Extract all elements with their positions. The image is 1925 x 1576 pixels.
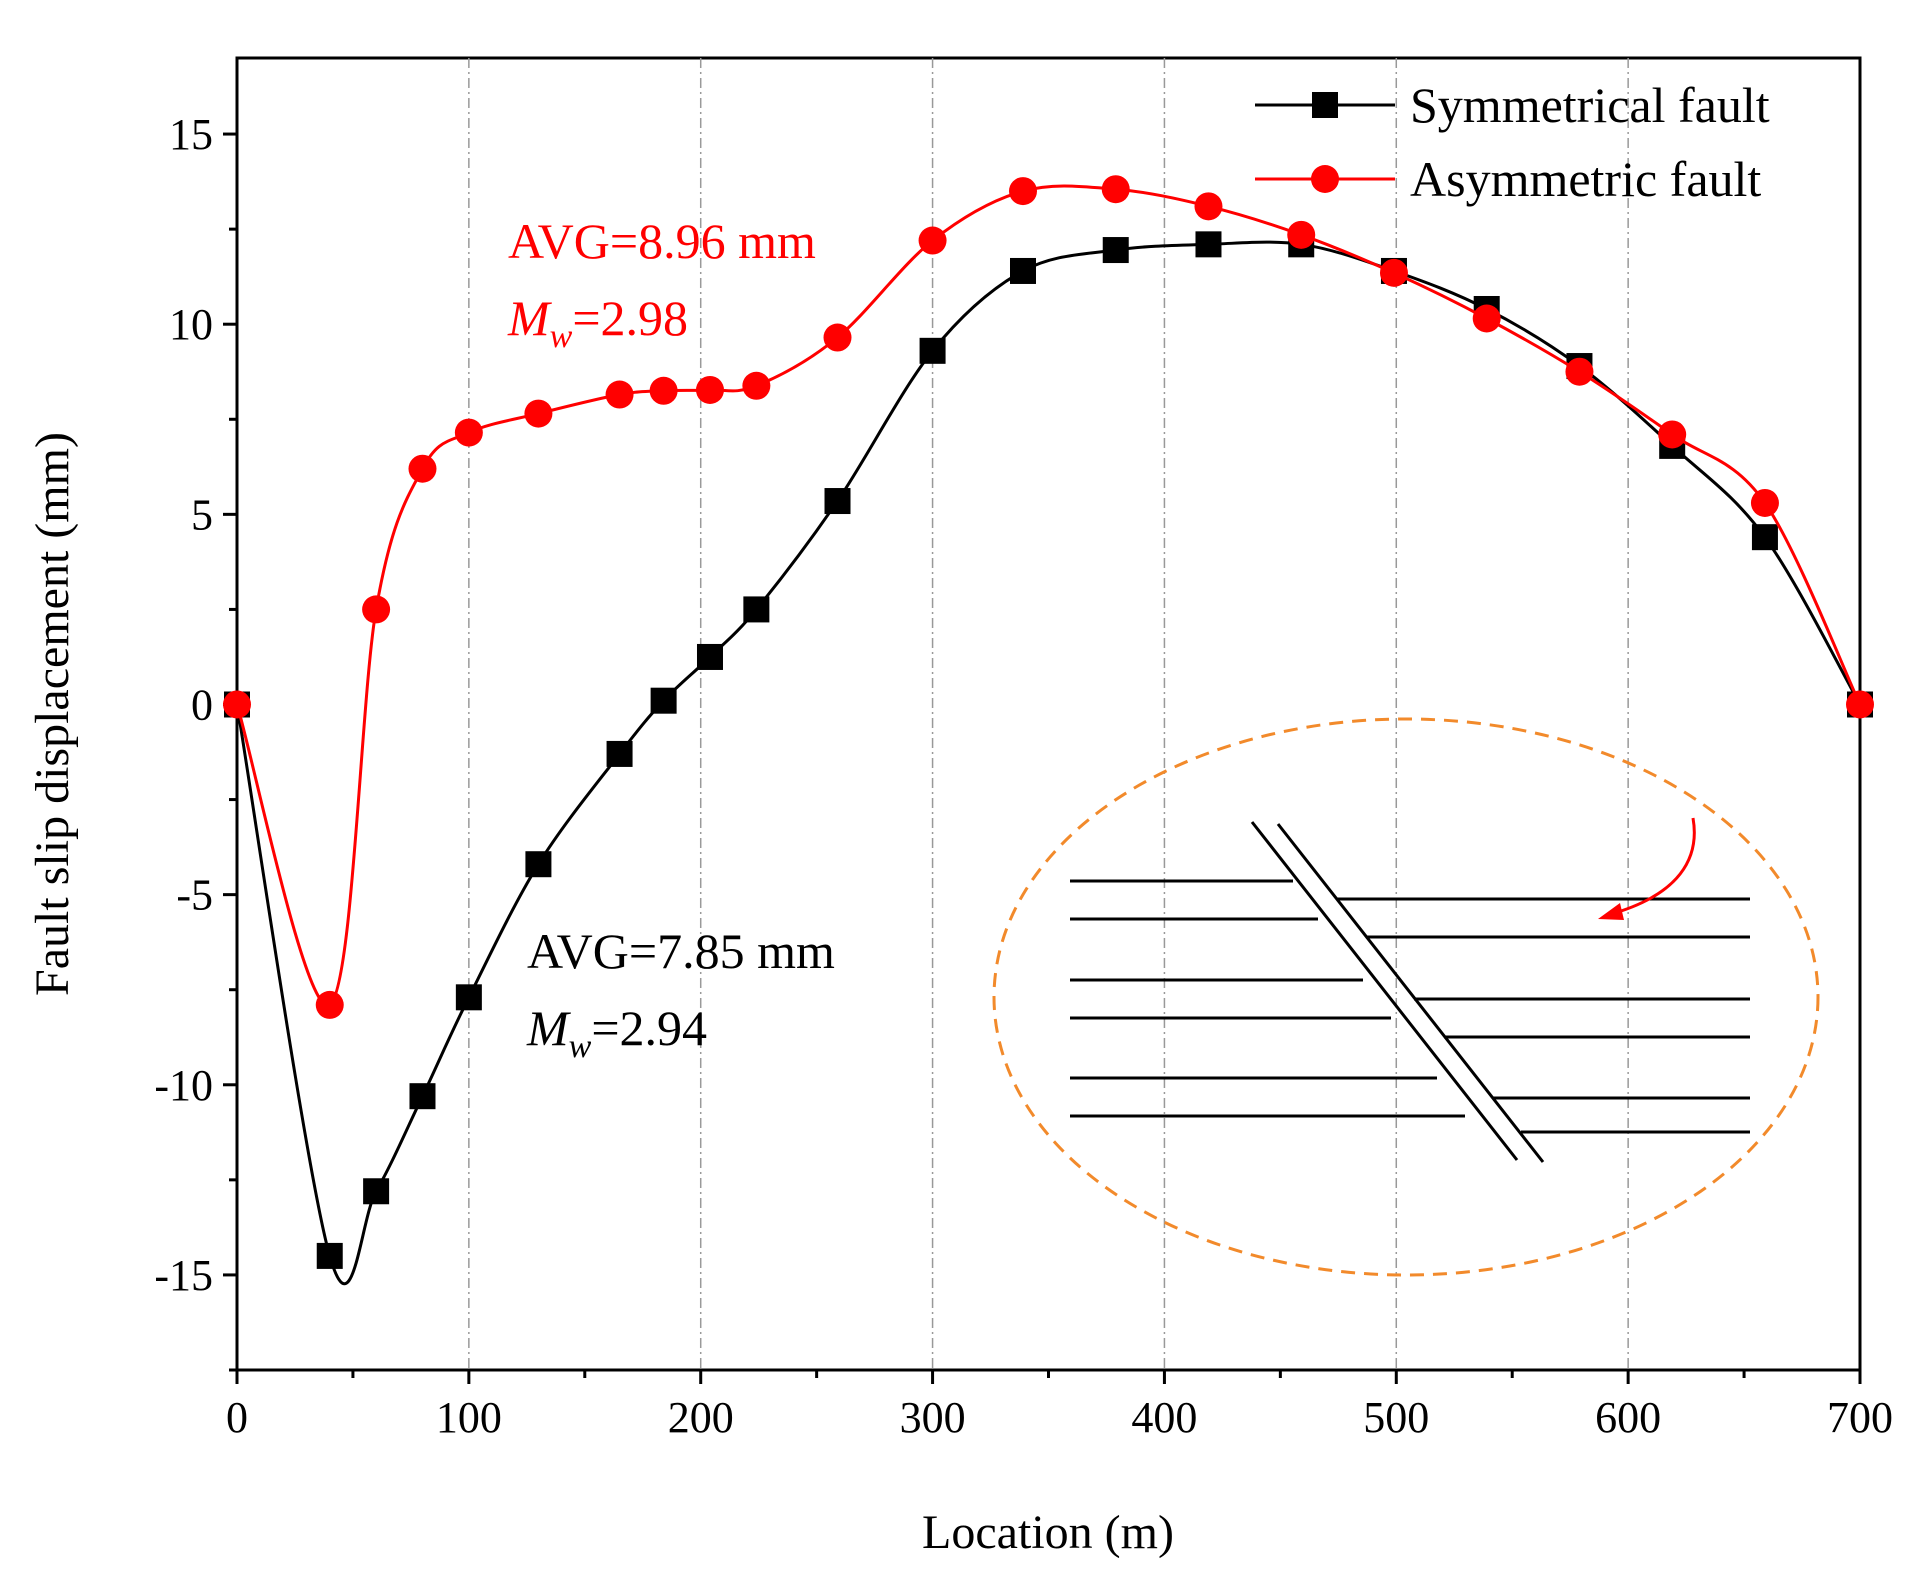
data-point-symmetrical-fault <box>743 596 770 623</box>
plot-frame <box>235 56 1862 1372</box>
series-line-symmetrical-fault <box>235 240 1862 1286</box>
mw-label-asymmetric: Mw=2.98 <box>507 290 688 355</box>
data-point-asymmetric-fault <box>1194 192 1223 221</box>
data-point-asymmetric-fault <box>1287 220 1316 249</box>
x-tick-label: 200 <box>668 1393 734 1442</box>
data-point-symmetrical-fault <box>455 984 482 1011</box>
inset-dashed-ellipse <box>992 717 1820 1277</box>
series-line-asymmetric-fault <box>235 184 1862 1007</box>
legend: Symmetrical fault Asymmetric fault <box>1255 77 1770 207</box>
fault-plane <box>1250 821 1545 1163</box>
legend-label-asymmetric: Asymmetric fault <box>1410 151 1761 207</box>
data-point-symmetrical-fault <box>919 337 946 364</box>
data-point-asymmetric-fault <box>1846 690 1874 719</box>
data-point-symmetrical-fault <box>1102 237 1129 264</box>
data-point-asymmetric-fault <box>823 323 852 352</box>
data-point-asymmetric-fault <box>362 595 391 624</box>
mw-label-symmetrical: Mw=2.94 <box>526 1000 707 1065</box>
data-point-symmetrical-fault <box>1751 524 1778 551</box>
data-point-asymmetric-fault <box>315 990 344 1019</box>
data-point-asymmetric-fault <box>918 226 947 255</box>
data-point-symmetrical-fault <box>316 1242 343 1269</box>
fault-plane-line <box>1250 821 1519 1161</box>
annotation-asymmetric: AVG=8.96 mm Mw=2.98 <box>507 213 816 355</box>
curved-arrow-icon <box>1607 817 1696 917</box>
data-point-asymmetric-fault <box>1008 177 1037 206</box>
data-point-symmetrical-fault <box>606 740 633 767</box>
arrow-head-icon <box>1598 903 1624 920</box>
data-point-symmetrical-fault <box>363 1178 390 1205</box>
legend-marker-asymmetric <box>1311 165 1339 193</box>
x-axis-title: Location (m) <box>922 1506 1174 1559</box>
x-tick-label: 300 <box>900 1393 966 1442</box>
data-point-symmetrical-fault <box>696 643 723 670</box>
x-tick-label: 400 <box>1131 1393 1197 1442</box>
avg-label-asymmetric: AVG=8.96 mm <box>508 213 816 269</box>
data-point-asymmetric-fault <box>1565 357 1594 386</box>
legend-label-symmetrical: Symmetrical fault <box>1410 77 1770 133</box>
y-tick-label: 15 <box>169 110 213 159</box>
y-tick-label: 5 <box>191 490 213 539</box>
y-tick-label: -15 <box>154 1251 213 1300</box>
data-point-asymmetric-fault <box>742 371 771 400</box>
data-point-symmetrical-fault <box>1009 257 1036 284</box>
x-tick-label: 100 <box>436 1393 502 1442</box>
data-point-symmetrical-fault <box>409 1083 436 1110</box>
data-point-asymmetric-fault <box>1472 304 1501 333</box>
y-axis-title: Fault slip displacement (mm) <box>26 432 79 996</box>
data-point-asymmetric-fault <box>695 375 724 404</box>
data-point-asymmetric-fault <box>454 418 483 447</box>
data-point-symmetrical-fault <box>650 687 677 714</box>
y-tick-label: -10 <box>154 1061 213 1110</box>
y-tick-label: -5 <box>176 871 213 920</box>
data-point-asymmetric-fault <box>1658 420 1687 449</box>
data-point-asymmetric-fault <box>408 454 437 483</box>
legend-marker-symmetrical <box>1312 92 1338 118</box>
data-point-symmetrical-fault <box>824 488 851 515</box>
fault-schematic-inset <box>992 717 1820 1277</box>
annotation-symmetrical: AVG=7.85 mm Mw=2.94 <box>526 923 835 1065</box>
data-point-symmetrical-fault <box>1195 231 1222 258</box>
data-point-asymmetric-fault <box>223 690 251 719</box>
x-tick-label: 0 <box>226 1393 248 1442</box>
data-point-asymmetric-fault <box>1379 258 1408 287</box>
data-point-symmetrical-fault <box>525 851 552 878</box>
x-tick-label: 600 <box>1595 1393 1661 1442</box>
avg-label-symmetrical: AVG=7.85 mm <box>527 923 835 979</box>
x-tick-label: 500 <box>1363 1393 1429 1442</box>
data-point-asymmetric-fault <box>1101 175 1130 204</box>
data-point-asymmetric-fault <box>1750 488 1779 517</box>
data-point-asymmetric-fault <box>649 376 678 405</box>
data-point-asymmetric-fault <box>524 399 553 428</box>
y-tick-label: 10 <box>169 300 213 349</box>
data-point-asymmetric-fault <box>605 380 634 409</box>
x-tick-label: 700 <box>1827 1393 1893 1442</box>
rock-layer-lines <box>1070 879 1750 1134</box>
axis-ticks: 0 100 200 300 400 500 600 700 -15 -10 -5 0 5 10 15 <box>154 110 1893 1442</box>
data-series <box>223 175 1874 1286</box>
fault-plane-line <box>1276 823 1545 1163</box>
y-tick-label: 0 <box>191 680 213 729</box>
